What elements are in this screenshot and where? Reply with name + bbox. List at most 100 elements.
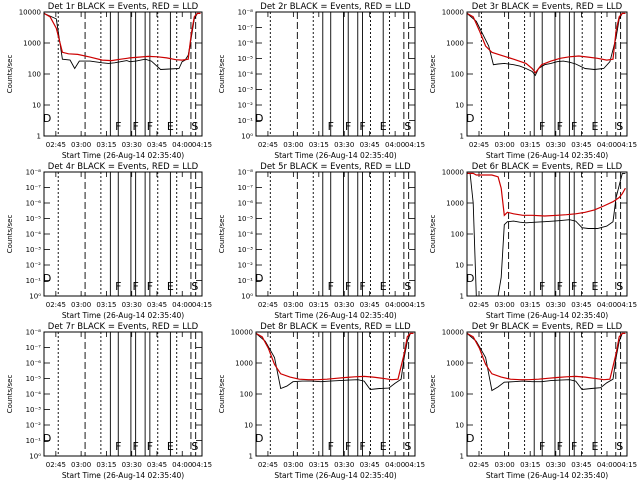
y-axis-label: Counts/sec (429, 55, 437, 94)
x-tick-label: 02:45 (46, 301, 66, 309)
y-axis-label: Counts/sec (429, 375, 437, 414)
x-tick-label: 03:15 (520, 141, 540, 149)
y-tick-label: 10⁻⁷ (238, 184, 254, 192)
x-tick-label: 03:15 (96, 461, 116, 469)
x-axis-label: Start Time (26-Aug-14 02:35:40) (486, 151, 608, 160)
x-tick-label: 04:15 (617, 461, 637, 469)
y-tick-label: 10⁻³ (238, 86, 254, 94)
event-marker: D (255, 112, 263, 125)
y-tick-label: 10⁻² (238, 262, 254, 270)
x-tick-label: 02:45 (469, 141, 489, 149)
event-marker: E (592, 120, 599, 133)
event-marker: D (43, 112, 51, 125)
event-marker: E (167, 280, 174, 293)
x-tick-label: 03:45 (571, 301, 591, 309)
y-tick-label: 10⁻⁴ (26, 231, 42, 239)
y-tick-label: 100 (451, 71, 464, 79)
x-axis-label: Start Time (26-Aug-14 02:35:40) (274, 471, 396, 480)
y-tick-label: 1 (460, 293, 464, 301)
y-tick-label: 1000 (235, 360, 253, 368)
x-tick-label: 02:45 (258, 141, 278, 149)
chart-title: Det 2r BLACK = Events, RED = LLD (260, 2, 411, 12)
chart-title: Det 1r BLACK = Events, RED = LLD (48, 2, 199, 12)
x-tick-label: 04:00 (172, 141, 192, 149)
y-tick-label: 10 (455, 262, 464, 270)
plot-frame (466, 11, 628, 137)
x-tick-label: 02:45 (258, 461, 278, 469)
y-tick-label: 10⁻⁵ (26, 215, 42, 223)
event-marker: F (132, 120, 138, 133)
event-marker: F (328, 440, 334, 453)
event-marker: F (115, 120, 121, 133)
y-tick-label: 10⁻⁷ (238, 24, 254, 32)
event-marker: F (539, 440, 545, 453)
y-tick-label: 1 (460, 133, 464, 141)
event-marker: S (404, 440, 411, 453)
y-tick-label: 10⁻⁴ (26, 391, 42, 399)
y-tick-label: 10⁻⁶ (238, 200, 254, 208)
y-tick-label: 10⁻² (238, 102, 254, 110)
x-tick-label: 03:45 (571, 141, 591, 149)
y-tick-label: 10⁻¹ (238, 117, 254, 125)
event-marker: F (359, 440, 365, 453)
chart-title: Det 8r BLACK = Events, RED = LLD (260, 322, 411, 332)
x-tick-label: 04:00 (172, 461, 192, 469)
y-tick-label: 10⁻⁸ (238, 169, 254, 177)
x-tick-label: 03:45 (360, 301, 380, 309)
event-marker: S (191, 120, 198, 133)
event-marker: F (571, 280, 577, 293)
x-tick-label: 03:30 (334, 141, 354, 149)
plot-frame (43, 171, 203, 297)
event-marker: F (147, 280, 153, 293)
y-tick-label: 10⁻⁵ (238, 215, 254, 223)
event-marker: F (132, 440, 138, 453)
y-tick-label: 10⁻⁸ (26, 169, 42, 177)
detector-panel-2: Det 2r BLACK = Events, RED = LLD Counts/s… (218, 2, 425, 160)
x-tick-label: 02:45 (469, 301, 489, 309)
y-tick-label: 100 (240, 391, 253, 399)
y-tick-label: 10 (455, 422, 464, 430)
event-marker: F (345, 280, 351, 293)
chart-title: Det 7r BLACK = Events, RED = LLD (48, 322, 199, 332)
event-marker: F (557, 120, 563, 133)
y-tick-label: 10000 (442, 9, 464, 17)
event-marker: F (345, 440, 351, 453)
detector-panel-9: Det 9r BLACK = Events, RED = LLD Counts/s… (429, 322, 637, 480)
y-tick-label: 10⁻³ (238, 246, 254, 254)
event-marker: F (539, 120, 545, 133)
x-tick-label: 04:15 (617, 301, 637, 309)
x-tick-label: 03:00 (495, 461, 515, 469)
y-tick-label: 100 (451, 231, 464, 239)
lld-series-line (43, 12, 201, 62)
event-marker: E (380, 280, 387, 293)
event-marker: D (43, 432, 51, 445)
x-axis-label: Start Time (26-Aug-14 02:35:40) (62, 311, 184, 320)
events-series-line (255, 332, 414, 390)
event-marker: S (404, 120, 411, 133)
detector-panel-5: Det 5r BLACK = Events, RED = LLD Counts/s… (218, 162, 425, 320)
y-axis-label: Counts/sec (6, 55, 14, 94)
event-marker: F (147, 120, 153, 133)
y-tick-label: 10⁰ (29, 293, 41, 301)
x-tick-label: 03:30 (122, 461, 142, 469)
event-marker: S (404, 280, 411, 293)
event-marker: D (255, 272, 263, 285)
y-tick-label: 10⁰ (241, 133, 253, 141)
x-axis-label: Start Time (26-Aug-14 02:35:40) (62, 471, 184, 480)
x-tick-label: 04:00 (385, 141, 405, 149)
x-tick-label: 04:15 (405, 301, 425, 309)
events-series-line (466, 12, 626, 77)
y-tick-label: 1 (249, 453, 253, 461)
x-tick-label: 03:45 (147, 301, 167, 309)
y-tick-label: 10⁻⁴ (238, 71, 254, 79)
detector-panel-6: Det 6r BLACK = Events, RED = LLD Counts/s… (429, 162, 637, 320)
x-tick-label: 03:30 (334, 301, 354, 309)
x-tick-label: 03:15 (309, 141, 329, 149)
events-series-line (43, 12, 201, 70)
detector-panel-3: Det 3r BLACK = Events, RED = LLD Counts/s… (429, 2, 637, 160)
chart-title: Det 6r BLACK = Events, RED = LLD (472, 162, 623, 172)
event-marker: F (345, 120, 351, 133)
y-axis-label: Counts/sec (429, 215, 437, 254)
event-marker: F (571, 120, 577, 133)
